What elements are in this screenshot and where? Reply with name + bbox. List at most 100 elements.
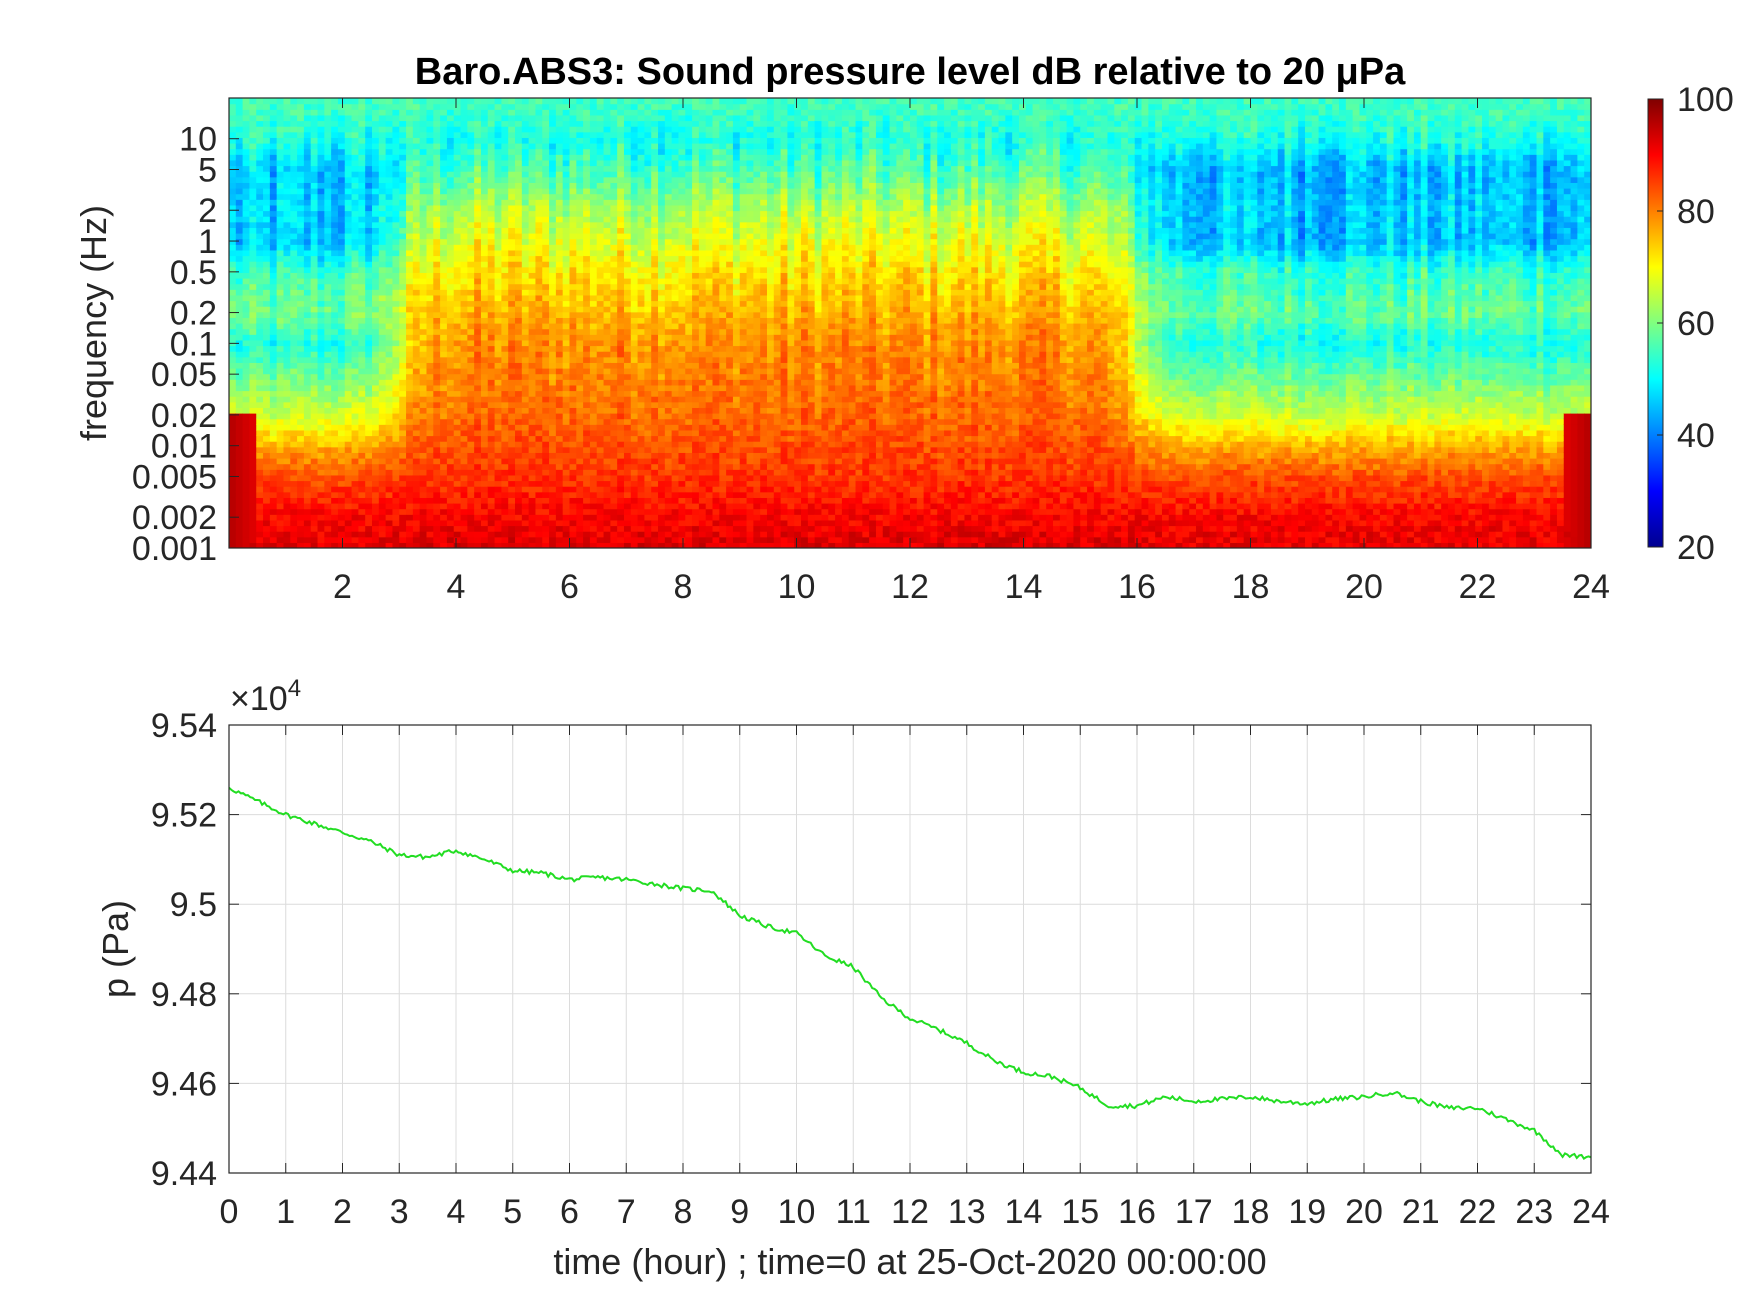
spectrogram-cell <box>236 149 243 155</box>
spectrogram-cell <box>249 205 256 211</box>
spectrogram-cell <box>277 385 284 391</box>
spectrogram-cell <box>236 503 243 509</box>
spectrogram-cell <box>277 239 284 245</box>
spectrogram-cell <box>379 194 386 200</box>
spectrogram-cell <box>563 104 570 110</box>
spectrogram-cell <box>249 272 256 278</box>
spectrogram-cell <box>270 143 277 149</box>
spectrogram-cell <box>529 419 536 425</box>
spectrogram-cell <box>576 464 583 470</box>
spectrogram-cell <box>379 98 386 104</box>
spectrogram-cell <box>651 391 658 397</box>
spectrogram-cell <box>243 475 250 481</box>
spectrogram-cell <box>488 447 495 453</box>
spectrogram-cell <box>399 244 406 250</box>
spectrogram-cell <box>597 526 604 532</box>
spectrogram-cell <box>358 436 365 442</box>
spectrogram-cell <box>324 284 331 290</box>
spectrogram-cell <box>399 351 406 357</box>
spectrogram-cell <box>338 306 345 312</box>
spectrogram-cell <box>392 166 399 172</box>
spectrogram-cell <box>529 317 536 323</box>
spectrogram-cell <box>386 391 393 397</box>
spectrogram-cell <box>488 368 495 374</box>
spectrogram-cell <box>263 295 270 301</box>
spectrogram-cell <box>304 537 311 543</box>
spectrogram-cell <box>277 137 284 143</box>
spectrogram-cell <box>352 526 359 532</box>
spectrogram-cell <box>249 239 256 245</box>
spectrogram-cell <box>576 492 583 498</box>
spectrogram-cell <box>481 256 488 262</box>
spectrogram-cell <box>467 396 474 402</box>
spectrogram-cell <box>229 486 236 492</box>
spectrogram-cell <box>263 278 270 284</box>
spectrogram-cell <box>379 402 386 408</box>
spectrogram-cell <box>440 222 447 228</box>
spectrogram-cell <box>644 486 651 492</box>
spectrogram-cell <box>570 205 577 211</box>
spectrogram-cell <box>597 250 604 256</box>
spectrogram-cell <box>331 441 338 447</box>
spectrogram-cell <box>461 166 468 172</box>
spectrogram-cell <box>631 368 638 374</box>
spectrogram-cell <box>576 520 583 526</box>
spectrogram-cell <box>610 278 617 284</box>
spectrogram-cell <box>297 452 304 458</box>
spectrogram-cell <box>392 233 399 239</box>
spectrogram-cell <box>426 227 433 233</box>
spectrogram-cell <box>365 233 372 239</box>
spectrogram-cell <box>631 227 638 233</box>
spectrogram-cell <box>345 396 352 402</box>
spectrogram-cell <box>454 205 461 211</box>
spectrogram-cell <box>590 166 597 172</box>
spectrogram-cell <box>249 436 256 442</box>
spectrogram-cell <box>236 424 243 430</box>
spectrogram-cell <box>420 98 427 104</box>
spectrogram-cell <box>508 526 515 532</box>
spectrogram-cell <box>365 121 372 127</box>
spectrogram-cell <box>243 458 250 464</box>
spectrogram-cell <box>229 441 236 447</box>
spectrogram-cell <box>318 199 325 205</box>
spectrogram-cell <box>392 334 399 340</box>
spectrogram-cell <box>651 475 658 481</box>
spectrogram-cell <box>651 447 658 453</box>
spectrogram-cell <box>345 486 352 492</box>
spectrogram-cell <box>372 368 379 374</box>
spectrogram-cell <box>631 419 638 425</box>
spectrogram-cell <box>644 379 651 385</box>
spectrogram-cell <box>495 329 502 335</box>
spectrogram-cell <box>508 149 515 155</box>
spectrogram-cell <box>352 486 359 492</box>
spectrogram-cell <box>604 216 611 222</box>
spectrogram-cell <box>631 424 638 430</box>
spectrogram-cell <box>283 109 290 115</box>
spectrogram-cell <box>590 121 597 127</box>
spectrogram-cell <box>597 340 604 346</box>
spectrogram-cell <box>610 492 617 498</box>
spectrogram-cell <box>338 492 345 498</box>
spectrogram-cell <box>474 481 481 487</box>
spectrogram-cell <box>495 149 502 155</box>
spectrogram-cell <box>277 526 284 532</box>
spectrogram-cell <box>604 250 611 256</box>
spectrogram-cell <box>570 278 577 284</box>
spectrogram-cell <box>358 115 365 121</box>
spectrogram-cell <box>372 340 379 346</box>
spectrogram-cell <box>549 402 556 408</box>
spectrogram-cell <box>420 227 427 233</box>
spectrogram-cell <box>570 312 577 318</box>
spectrogram-cell <box>277 469 284 475</box>
spectrogram-cell <box>249 385 256 391</box>
spectrogram-cell <box>495 334 502 340</box>
spectrogram-cell <box>570 137 577 143</box>
spectrogram-cell <box>501 211 508 217</box>
spectrogram-cell <box>392 492 399 498</box>
spectrogram-cell <box>556 385 563 391</box>
spectrogram-cell <box>508 385 515 391</box>
spectrogram-cell <box>631 362 638 368</box>
spectrogram-cell <box>379 475 386 481</box>
spectrogram-cell <box>256 306 263 312</box>
spectrogram-cell <box>610 126 617 132</box>
